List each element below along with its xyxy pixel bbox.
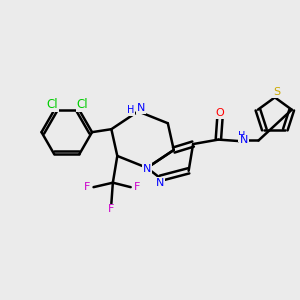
Text: Cl: Cl [47,98,58,111]
Text: F: F [84,182,90,192]
Text: N: N [143,164,151,174]
Text: N: N [239,136,248,146]
Text: N: N [156,178,164,188]
Text: S: S [273,87,280,97]
Text: O: O [215,108,224,118]
Text: H: H [238,131,246,141]
Text: F: F [134,182,140,192]
Text: F: F [108,204,115,214]
Text: H: H [127,105,134,115]
Text: N: N [137,103,145,113]
Text: Cl: Cl [76,98,88,111]
